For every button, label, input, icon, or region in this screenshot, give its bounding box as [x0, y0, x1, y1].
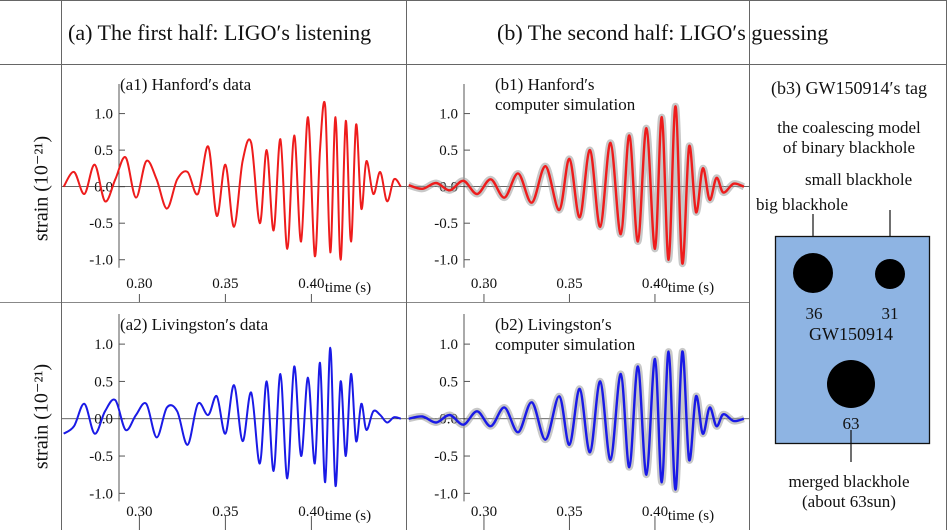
measured-strain-line [63, 346, 402, 487]
y-tick-label: 0.5 [439, 143, 458, 159]
x-tick-label: 0.30 [126, 504, 152, 520]
panel-title: (b1) Hanford′s [495, 75, 595, 94]
x-axis-label: time (s) [668, 280, 714, 296]
merged-blackhole-circle [827, 360, 875, 408]
x-tick-label: 0.30 [471, 504, 497, 520]
x-axis-label: time (s) [325, 508, 371, 524]
y-tick-label: 0.5 [94, 143, 113, 159]
x-tick-label: 0.40 [298, 504, 324, 520]
big-blackhole-label: big blackhole [756, 195, 849, 214]
tag-model-line1: the coalescing model [777, 118, 921, 137]
simulation-waveform-line [408, 105, 745, 265]
tag-title: (b3) GW150914′s tag [771, 78, 927, 98]
big-blackhole-circle [793, 253, 833, 293]
y-tick-label: 0.5 [94, 374, 113, 390]
y-tick-label: -1.0 [89, 253, 113, 269]
y-tick-label: 1.0 [439, 337, 458, 353]
event-name-label: GW150914 [809, 324, 893, 344]
x-axis-label: time (s) [325, 280, 371, 296]
chart-b2-livingston-simulation: 1.00.50.0-0.5-1.00.30 0.35 0.40 time (s)(b2… [407, 314, 749, 530]
panel-title: (a2) Livingston′s data [120, 315, 269, 334]
y-tick-label: 1.0 [94, 337, 113, 353]
y-tick-label: 0.0 [94, 412, 113, 428]
y-tick-label: -0.5 [434, 449, 458, 465]
panel-title: (a1) Hanford′s data [120, 75, 252, 94]
merged-label-line2: (about 63sun) [802, 492, 896, 511]
panel-subtitle: computer simulation [495, 335, 636, 354]
tag-model-line2: of binary blackhole [782, 138, 916, 157]
y-tick-label: 1.0 [94, 107, 113, 123]
panel-title: (b2) Livingston′s [495, 315, 612, 334]
y-tick-label: 1.0 [439, 107, 458, 123]
y-tick-label: -0.5 [434, 216, 458, 232]
y-tick-label: -0.5 [89, 449, 113, 465]
y-tick-label: -1.0 [434, 253, 458, 269]
chart-a1-hanford-data: 1.0 0.5 0.0 -0.5 -1.0 0.30 0.35 0.40 time (s) (a1… [62, 75, 406, 302]
x-tick-label: 0.35 [556, 276, 582, 292]
chart-a2-livingston-data: 1.0 0.5 0.0 -0.5 -1.0 0.30 0.35 0.40 time (s) (a2… [62, 314, 406, 530]
x-tick-label: 0.40 [642, 276, 668, 292]
simulation-waveform-line [408, 350, 745, 491]
header-left: (a) The first half: LIGO′s listening [68, 20, 372, 45]
x-tick-label: 0.30 [471, 276, 497, 292]
big-mass-label: 36 [805, 304, 823, 323]
x-tick-label: 0.35 [212, 504, 238, 520]
header-right: (b) The second half: LIGO′s guessing [497, 20, 829, 45]
x-tick-label: 0.35 [556, 504, 582, 520]
merged-mass-label: 63 [842, 414, 860, 433]
x-tick-label: 0.40 [642, 504, 668, 520]
small-blackhole-label: small blackhole [805, 170, 913, 189]
x-tick-label: 0.35 [212, 276, 238, 292]
y-tick-label: -1.0 [89, 486, 113, 502]
chart-b1-hanford-simulation: 1.00.50.0-0.5-1.00.30 0.35 0.40 time (s)(b1… [407, 75, 749, 302]
x-tick-label: 0.30 [126, 276, 152, 292]
x-axis-label: time (s) [668, 508, 714, 524]
y-tick-label: -1.0 [434, 486, 458, 502]
merged-label-line1: merged blackhole [788, 472, 910, 491]
panel-subtitle: computer simulation [495, 95, 636, 114]
measured-strain-line [62, 101, 402, 261]
y-tick-label: -0.5 [89, 216, 113, 232]
small-mass-label: 31 [881, 304, 899, 323]
small-blackhole-circle [875, 259, 905, 289]
y-tick-label: 0.0 [94, 180, 113, 196]
x-tick-label: 0.40 [298, 276, 324, 292]
y-tick-label: 0.5 [439, 374, 458, 390]
tag-diagram [774, 210, 931, 462]
